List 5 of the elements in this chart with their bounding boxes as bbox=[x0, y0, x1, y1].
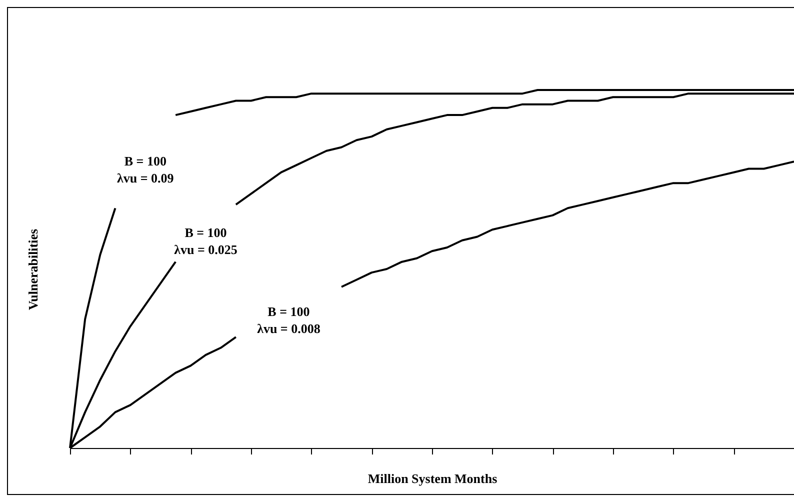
series-label: B = 100 λvu = 0.008 bbox=[257, 304, 321, 336]
series-label: B = 100 λvu = 0.09 bbox=[117, 154, 174, 186]
x-axis-title: Million System Months bbox=[368, 471, 498, 486]
series-label: B = 100 λvu = 0.025 bbox=[174, 225, 238, 258]
y-axis-title: Vulnerabilities bbox=[26, 228, 40, 310]
